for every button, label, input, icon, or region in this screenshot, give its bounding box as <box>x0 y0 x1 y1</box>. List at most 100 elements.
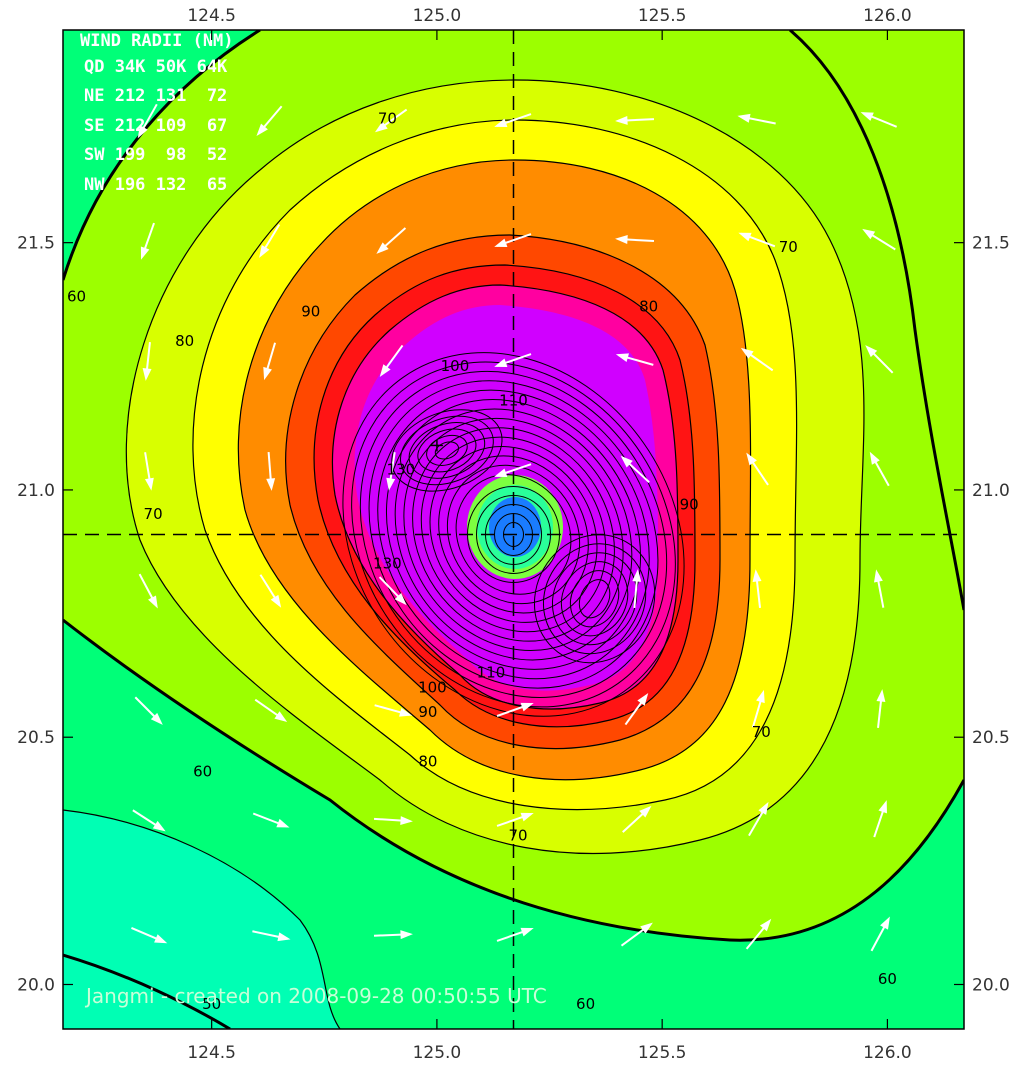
nw-lobe-contour <box>434 441 460 460</box>
contour-label: 70 <box>508 827 527 845</box>
wind-arrow-head <box>152 820 166 832</box>
contour-label: 70 <box>779 238 798 256</box>
contour-labels: 60 70 70 80 80 90 100 110 130 130 90 70 110 100 90 80 70… <box>67 110 897 1013</box>
contour-110 <box>313 264 696 728</box>
legend-row-se: SE 212 109 67 <box>84 116 227 136</box>
contour-70 <box>125 79 865 855</box>
wind-arrow <box>373 816 413 826</box>
wind-arrow <box>622 805 652 833</box>
y-tick-label-left: 20.5 <box>17 728 55 748</box>
wind-arrow-head <box>520 702 534 712</box>
wind-arrow-head <box>400 816 413 826</box>
x-tick-label-bottom: 125.5 <box>638 1043 687 1063</box>
wind-arrow-head <box>148 595 158 609</box>
contour-60-east <box>789 30 964 611</box>
wind-arrow <box>252 930 291 942</box>
wind-arrow-head <box>140 246 150 260</box>
wind-arrow-head <box>874 569 883 583</box>
y-tick-label-left: 21.5 <box>17 234 55 254</box>
se-lobe-contour <box>533 534 656 664</box>
contour-label: 70 <box>144 505 163 523</box>
contour-label: 100 <box>418 678 447 696</box>
wind-arrow <box>751 689 765 728</box>
wind-arrow-head <box>639 805 652 818</box>
nw-lobe-contour <box>426 434 468 466</box>
wind-arrow <box>746 452 769 486</box>
wind-arrow-head <box>876 689 886 703</box>
wind-arrow <box>374 108 408 133</box>
contour-label: 80 <box>418 752 437 770</box>
wind-arrow-head <box>394 593 407 606</box>
wind-arrow-head <box>615 353 630 362</box>
x-tick-label-top: 125.5 <box>638 6 687 26</box>
wind-arrow-head <box>274 711 288 722</box>
y-tick-label-right: 20.5 <box>972 728 1010 748</box>
contour-label: 60 <box>878 970 897 988</box>
wind-arrow-head <box>374 121 388 133</box>
wind-arrow-head <box>379 364 391 377</box>
credit-text: Jangmi - created on 2008-09-28 00:50:55 … <box>84 984 547 1008</box>
wind-arrow <box>860 112 898 128</box>
plot-frame <box>62 29 965 1030</box>
x-tick-label-top: 126.0 <box>863 6 912 26</box>
contour-label: 130 <box>373 555 402 573</box>
x-tick-label-top: 125.0 <box>413 6 462 26</box>
y-tick-label-right: 21.5 <box>972 234 1010 254</box>
wind-arrow-head <box>637 693 649 706</box>
legend-row-ne: NE 212 131 72 <box>84 86 227 106</box>
wind-arrow <box>496 927 534 942</box>
wind-arrow <box>738 232 776 248</box>
wind-arrow-head <box>494 238 508 248</box>
contour-label: 90 <box>418 703 437 721</box>
wind-arrow-head <box>520 927 534 937</box>
wind-arrow <box>259 224 281 258</box>
wind-arrow-head <box>400 930 413 940</box>
wind-arrow <box>737 113 776 125</box>
contour-label: 90 <box>680 495 699 513</box>
x-tick-label-bottom: 125.0 <box>413 1043 462 1063</box>
wind-arrow <box>615 115 655 125</box>
wind-arrow-head <box>276 818 290 828</box>
legend-row-sw: SW 199 98 52 <box>84 145 227 165</box>
wind-arrow <box>494 113 532 128</box>
wind-arrow <box>494 353 532 368</box>
wind-arrow-head <box>865 345 878 358</box>
wind-arrow-head <box>150 712 163 725</box>
wind-arrow <box>373 930 413 940</box>
se-lobe-contour <box>578 579 611 619</box>
se-lobe-contour <box>560 561 629 637</box>
wind-arrow <box>132 809 166 832</box>
wind-arrow <box>376 227 407 254</box>
y-tick-label-left: 20.0 <box>17 975 55 995</box>
inner-ring-contour <box>359 370 668 698</box>
y-tick-label-left: 21.0 <box>17 481 55 501</box>
x-tick-label-bottom: 124.5 <box>187 1043 236 1063</box>
wind-arrow-head <box>259 244 270 258</box>
contour-label: 80 <box>175 332 194 350</box>
wind-arrow <box>131 927 168 944</box>
inner-ring-contour <box>377 389 650 680</box>
wind-arrow-head <box>256 123 268 136</box>
contour-label: 60 <box>193 762 212 780</box>
wind-arrow <box>740 347 774 372</box>
legend-title: WIND RADII (NM) <box>80 31 234 51</box>
wind-arrow-head <box>615 235 628 244</box>
contour-80 <box>192 119 798 811</box>
wind-arrow-head <box>520 812 534 822</box>
se-lobe-contour <box>551 552 638 646</box>
wind-arrow-head <box>277 932 291 942</box>
legend-header: QD 34K 50K 64K <box>84 57 228 77</box>
legend-row-nw: NW 196 132 65 <box>84 175 227 195</box>
wind-arrow-head <box>862 228 876 240</box>
wind-arrow-head <box>137 125 148 139</box>
wind-arrow-head <box>154 934 168 944</box>
wind-arrow-head <box>494 468 508 478</box>
wind-arrow-head <box>399 707 413 717</box>
wind-arrow <box>620 922 653 947</box>
wind-arrow <box>870 916 890 952</box>
wind-arrow <box>378 576 407 606</box>
wind-arrow-head <box>142 368 152 381</box>
nw-lobe-contour <box>417 428 477 473</box>
band-50-60-nw <box>63 30 260 280</box>
inner-ring-contour <box>438 455 589 614</box>
